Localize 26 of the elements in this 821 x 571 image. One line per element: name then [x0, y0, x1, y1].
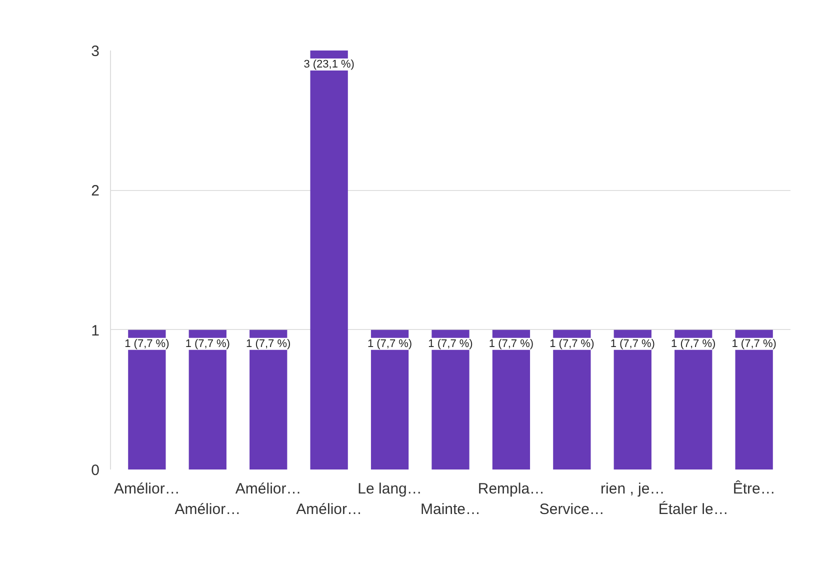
data-label: 3 (23,1 %): [304, 58, 354, 70]
x-tick-label: Amélior…: [114, 480, 180, 498]
data-label: 1 (7,7 %): [550, 338, 594, 350]
x-tick-label: Amélior…: [174, 500, 241, 518]
x-tick-label: Être…: [732, 480, 776, 498]
x-tick-label: Le lang…: [358, 480, 422, 498]
x-tick-label: Mainte…: [420, 500, 481, 518]
data-label: 1 (7,7 %): [671, 338, 716, 350]
data-label: 1 (7,7 %): [732, 338, 776, 350]
data-label: 1 (7,7 %): [488, 338, 534, 350]
x-tick-label: rien , je…: [600, 480, 665, 498]
x-tick-label: Amélior…: [296, 500, 362, 518]
data-label: 1 (7,7 %): [246, 338, 291, 350]
data-label: 1 (7,7 %): [124, 338, 170, 350]
data-label: 1 (7,7 %): [428, 338, 473, 350]
x-tick-label: Étaler le…: [658, 500, 728, 518]
y-tick-label: 3: [91, 43, 100, 60]
data-label: 1 (7,7 %): [367, 338, 412, 350]
y-tick-label: 1: [91, 322, 100, 340]
x-tick-label: Service…: [539, 500, 604, 518]
data-label: 1 (7,7 %): [185, 338, 230, 350]
data-label: 1 (7,7 %): [610, 338, 655, 350]
x-tick-label: Amélior…: [235, 480, 302, 498]
y-tick-label: 2: [91, 182, 100, 200]
x-tick-label: Rempla…: [478, 480, 545, 498]
y-tick-label: 0: [91, 462, 100, 479]
